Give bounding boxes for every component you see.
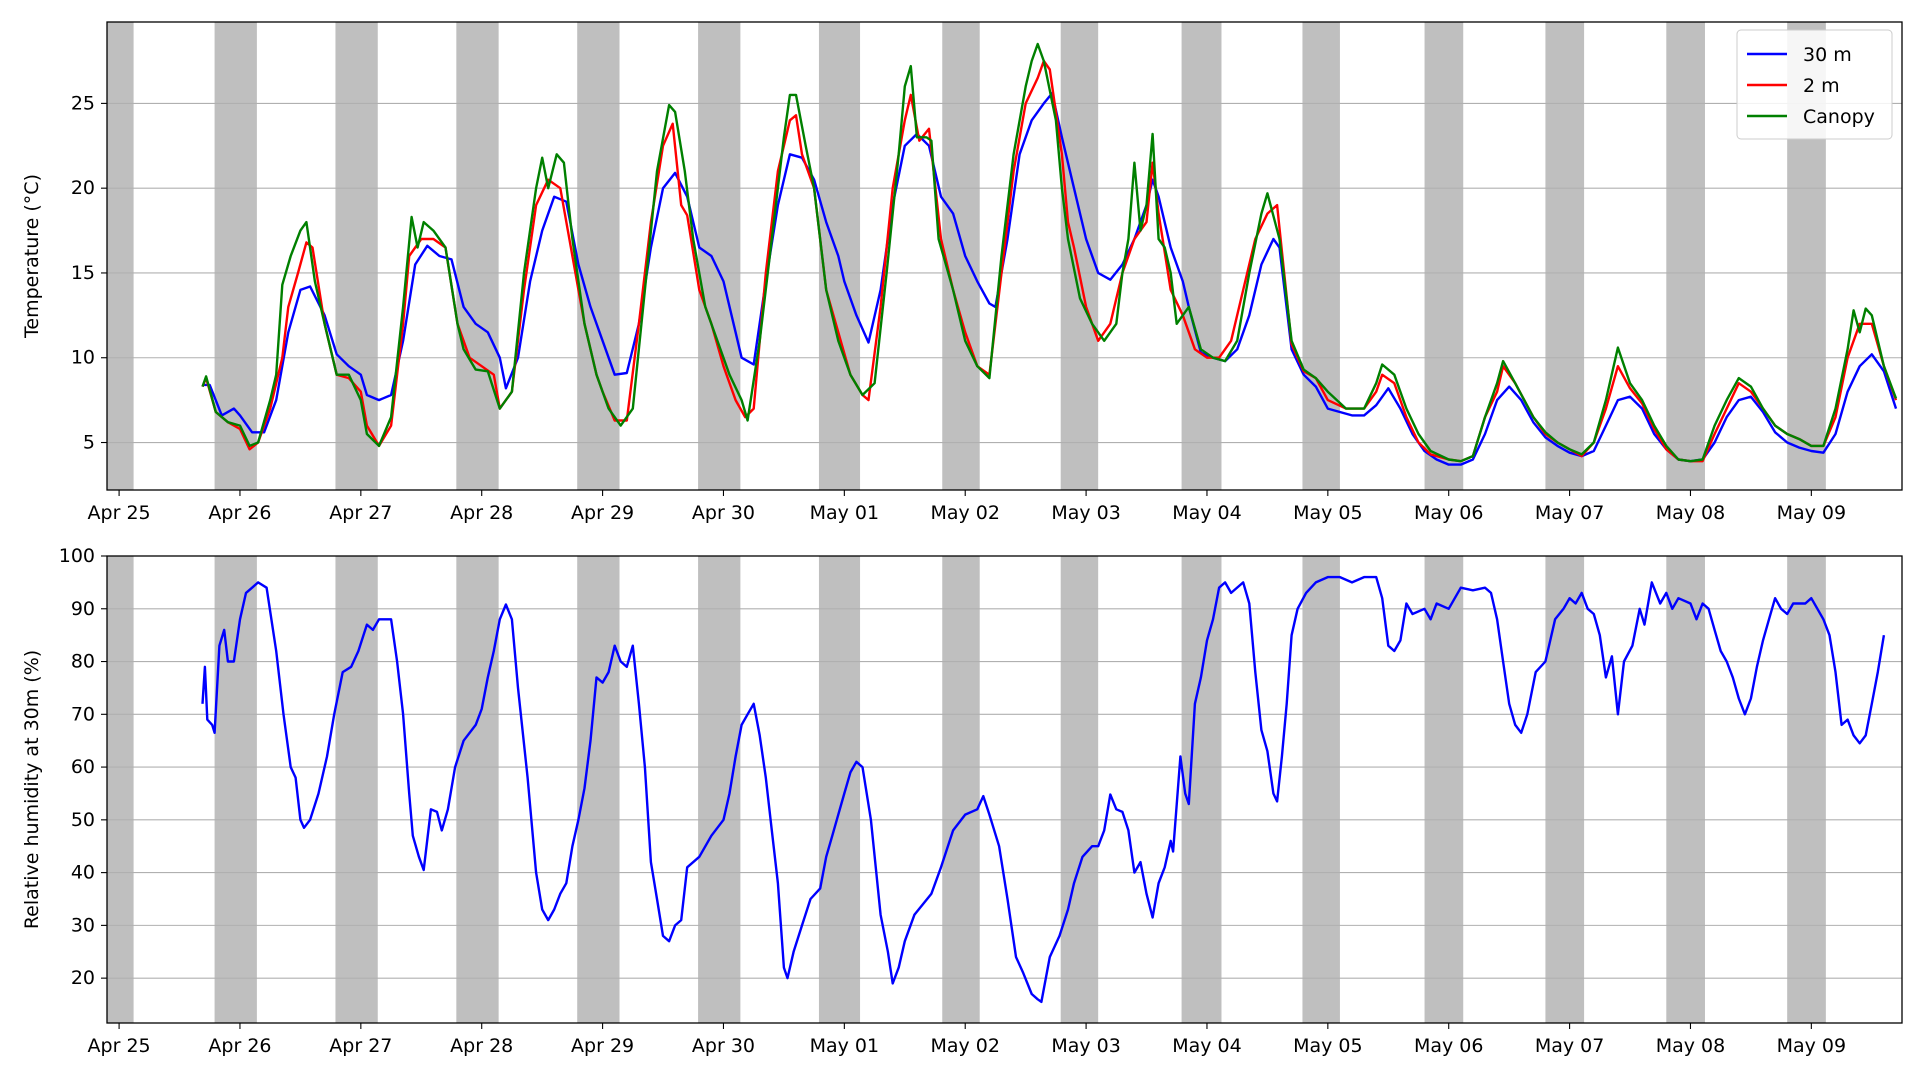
x-tick-label: Apr 25 [88,502,151,524]
x-tick-label: May 05 [1293,1035,1363,1057]
night-band [1181,22,1222,490]
night-band [214,22,257,490]
y-tick-label: 10 [71,347,95,369]
legend-box [1736,29,1893,140]
night-band [942,22,980,490]
x-tick-label: Apr 26 [208,502,271,524]
night-band [1060,556,1099,1023]
night-band [107,22,134,490]
y-tick-label: 90 [71,598,95,620]
night-band [335,22,378,490]
y-tick-label: 80 [71,651,95,673]
plot-area [107,22,1902,490]
y-tick-label: 15 [71,262,95,284]
series-line-canopy [201,42,1898,463]
y-tick-label: 5 [83,432,95,454]
x-tick-label: May 06 [1414,1035,1484,1057]
x-tick-label: Apr 30 [692,502,755,524]
y-tick-label: 30 [71,914,95,936]
y-tick-label: 20 [71,967,95,989]
x-tick-label: May 07 [1535,502,1605,524]
x-tick-label: Apr 26 [208,1035,271,1057]
plot-area [107,556,1902,1023]
y-tick-label: 40 [71,862,95,884]
night-band [942,556,980,1023]
temperature-panel: 5 10 15 20 25 Apr 25 Apr 26 Apr 27 Apr 28 Apr 29 A… [21,21,1903,524]
humidity-panel: 20 30 40 50 60 70 80 90 100 Apr 25 Apr 26 Apr 27 Apr… [21,545,1903,1057]
legend-label: 30 m [1803,44,1852,66]
y-tick-label: 70 [71,703,95,725]
legend-label: Canopy [1803,106,1875,128]
x-tick-label: May 08 [1656,1035,1726,1057]
x-tick-label: Apr 28 [450,502,513,524]
night-band [1424,556,1464,1023]
night-band [818,556,861,1023]
x-tick-label: May 09 [1777,502,1847,524]
x-tick-label: May 04 [1172,502,1242,524]
night-band [1666,556,1705,1023]
night-band [1545,22,1585,490]
x-tick-label: May 06 [1414,502,1484,524]
x-tick-label: Apr 27 [329,1035,392,1057]
night-band [1302,22,1340,490]
y-tick-label: 25 [71,92,95,114]
night-band [1424,22,1464,490]
x-tick-label: Apr 27 [329,502,392,524]
x-tick-label: May 01 [810,1035,880,1057]
y-tick-label: 50 [71,809,95,831]
y-axis-label: Temperature (°C) [21,174,43,339]
night-band [1302,556,1340,1023]
y-tick-label: 20 [71,177,95,199]
y-axis-label: Relative humidity at 30m (%) [21,650,43,929]
x-tick-label: May 04 [1172,1035,1242,1057]
x-tick-label: May 03 [1051,1035,1121,1057]
x-tick-label: Apr 29 [571,1035,634,1057]
y-tick-label: 100 [59,545,95,567]
night-band [698,22,741,490]
series-line-30-m [202,92,1898,466]
series-line-rh-30m [201,575,1886,1004]
x-tick-label: May 09 [1777,1035,1847,1057]
x-tick-label: Apr 29 [571,502,634,524]
night-band [335,556,378,1023]
x-tick-label: May 02 [930,1035,1000,1057]
night-band [456,22,499,490]
x-tick-label: May 05 [1293,502,1363,524]
x-tick-label: Apr 28 [450,1035,513,1057]
x-tick-label: May 01 [810,502,880,524]
legend: 30 m 2 m Canopy [1736,29,1893,140]
x-tick-label: Apr 30 [692,1035,755,1057]
y-tick-label: 60 [71,756,95,778]
night-band [698,556,741,1023]
x-tick-label: May 03 [1051,502,1121,524]
night-band [1787,556,1826,1023]
night-band [456,556,499,1023]
x-tick-label: May 02 [930,502,1000,524]
x-tick-label: May 08 [1656,502,1726,524]
night-band [1545,556,1585,1023]
night-band [214,556,257,1023]
x-tick-label: Apr 25 [88,1035,151,1057]
legend-label: 2 m [1803,75,1840,97]
night-band [1666,22,1705,490]
night-band [107,556,134,1023]
night-band [1181,556,1222,1023]
axes-frame [106,21,1903,491]
x-tick-label: May 07 [1535,1035,1605,1057]
axes-frame [106,555,1903,1024]
